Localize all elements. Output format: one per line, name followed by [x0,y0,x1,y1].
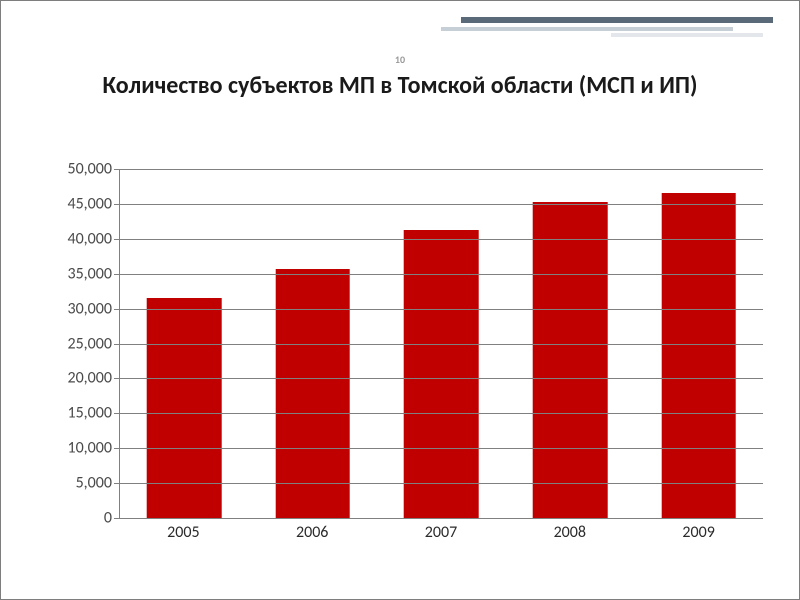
y-axis-label: 50,000 [67,160,120,179]
decor-bar-mid [441,27,733,31]
x-axis: 20052006200720082009 [119,519,763,547]
chart-title: Количество субъектов МП в Томской област… [41,71,759,101]
y-axis-label: 10,000 [67,439,120,458]
page-number: 10 [1,53,799,66]
y-axis-label: 15,000 [67,404,120,423]
bar [661,193,736,518]
y-axis-label: 5,000 [76,474,120,493]
gridline [120,204,763,205]
gridline [120,309,763,310]
x-axis-label: 2005 [119,519,248,547]
gridline [120,413,763,414]
x-axis-label: 2006 [248,519,377,547]
x-axis-label: 2007 [377,519,506,547]
y-axis-label: 20,000 [67,369,120,388]
gridline [120,274,763,275]
gridline [120,448,763,449]
y-axis-label: 30,000 [67,299,120,318]
bar [276,269,351,518]
plot-area: 05,00010,00015,00020,00025,00030,00035,0… [119,169,763,519]
decor-bar-light [611,33,763,37]
bar [147,298,222,518]
gridline [120,483,763,484]
slide: 10 Количество субъектов МП в Томской обл… [0,0,800,600]
y-axis-label: 45,000 [67,194,120,213]
gridline [120,378,763,379]
bar [533,202,608,518]
y-axis-label: 0 [104,509,120,528]
decor-bar-dark [461,17,773,23]
y-axis-label: 35,000 [67,264,120,283]
gridline [120,239,763,240]
gridline [120,169,763,170]
y-axis-label: 40,000 [67,229,120,248]
y-axis-label: 25,000 [67,334,120,353]
bar-chart: 0 5,000 10,000 15,000 20,000 25,000 30,000 35,0… [57,161,763,547]
decorative-top-bars [441,17,773,37]
gridline [120,344,763,345]
x-axis-label: 2009 [634,519,763,547]
x-axis-label: 2008 [505,519,634,547]
